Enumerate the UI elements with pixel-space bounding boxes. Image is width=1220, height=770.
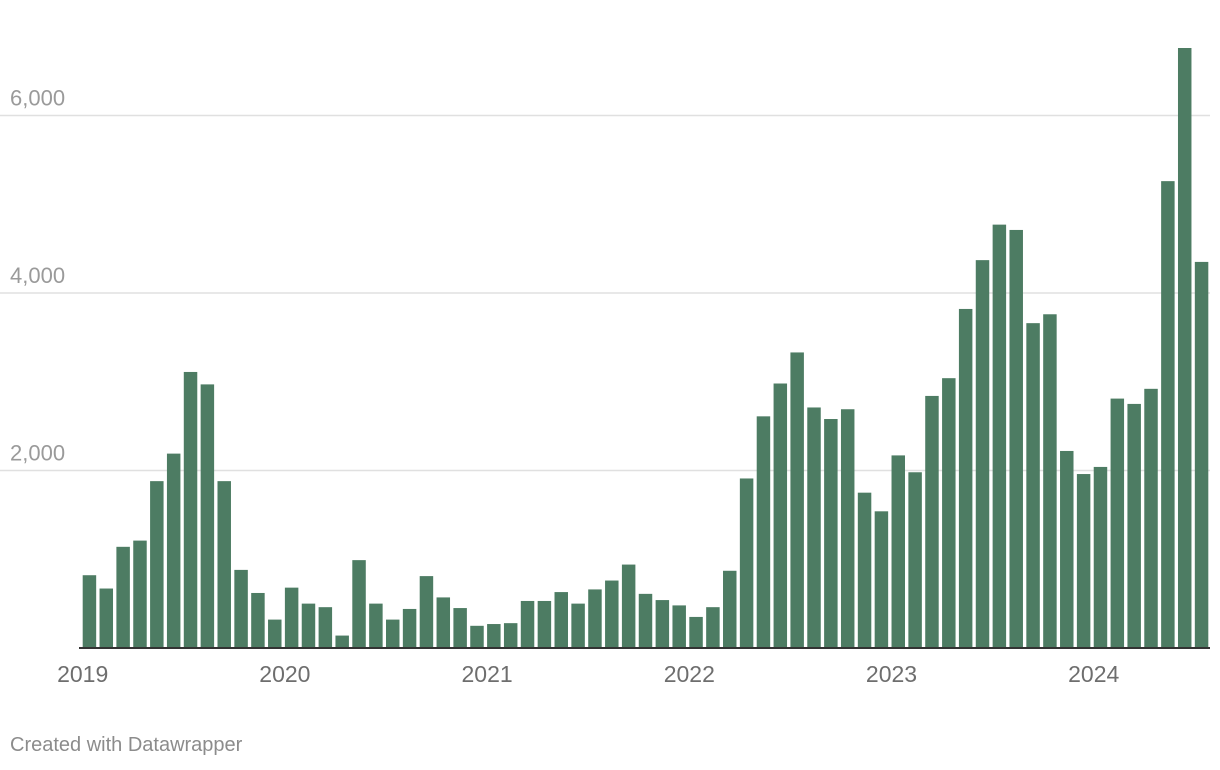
bar xyxy=(1076,474,1091,648)
bar xyxy=(807,407,821,648)
x-tick-label: 2023 xyxy=(866,661,917,687)
bar xyxy=(874,511,889,648)
bar xyxy=(790,352,804,648)
bar xyxy=(1127,403,1141,648)
bar xyxy=(453,608,467,648)
bar xyxy=(857,492,872,648)
bar xyxy=(958,308,973,648)
x-tick-label: 2019 xyxy=(57,661,108,687)
bar xyxy=(706,607,720,648)
bar xyxy=(672,605,686,648)
bar xyxy=(756,416,771,648)
bar xyxy=(116,546,130,648)
x-axis-ticks: 2019 2020 2021 2022 2023 2024 xyxy=(57,661,1119,687)
bar xyxy=(520,600,535,648)
bar xyxy=(908,472,922,648)
bar xyxy=(723,570,737,648)
bar xyxy=(621,564,636,648)
bar xyxy=(200,384,215,648)
bar xyxy=(638,593,653,648)
y-tick-label: 4,000 xyxy=(10,263,65,288)
bar xyxy=(1144,388,1158,648)
bar xyxy=(554,592,568,648)
x-tick-label: 2022 xyxy=(664,661,715,687)
bar xyxy=(1026,323,1040,648)
bar xyxy=(1177,48,1192,648)
y-axis-ticks: 2,000 4,000 6,000 xyxy=(10,85,65,465)
bar xyxy=(82,575,97,648)
bar xyxy=(419,576,434,648)
bar xyxy=(739,478,754,648)
bar xyxy=(166,453,181,648)
bar xyxy=(1060,450,1074,648)
bar xyxy=(942,378,956,648)
bar xyxy=(925,395,939,648)
bar xyxy=(537,600,552,648)
bar xyxy=(217,481,231,648)
bar-chart: 2,000 4,000 6,000 2019 2020 2021 2022 2023 2024 xyxy=(0,48,1210,687)
x-tick-label: 2021 xyxy=(462,661,513,687)
bar xyxy=(773,383,788,648)
bar xyxy=(402,608,417,648)
bars xyxy=(79,48,1210,649)
bar xyxy=(1093,466,1108,648)
bar xyxy=(824,419,838,648)
bar xyxy=(183,371,198,648)
bar xyxy=(605,580,619,648)
bar xyxy=(487,624,501,648)
bar xyxy=(318,607,333,648)
bar xyxy=(133,540,147,648)
bar xyxy=(503,623,518,648)
y-tick-label: 2,000 xyxy=(10,440,65,465)
bar xyxy=(251,592,265,648)
bar xyxy=(99,588,114,648)
bar xyxy=(1161,181,1175,648)
bar xyxy=(335,635,349,648)
bar xyxy=(1194,261,1209,648)
x-tick-label: 2024 xyxy=(1068,661,1119,687)
bar xyxy=(975,260,990,648)
bar xyxy=(1110,398,1125,648)
bar xyxy=(386,619,400,648)
bar xyxy=(840,409,855,648)
x-tick-label: 2020 xyxy=(259,661,310,687)
bar xyxy=(1009,229,1023,648)
bar xyxy=(588,589,602,648)
bar xyxy=(268,619,282,648)
bar xyxy=(470,625,484,648)
bar xyxy=(369,603,383,648)
bar xyxy=(891,455,905,648)
datawrapper-credit: Created with Datawrapper xyxy=(10,734,243,756)
bar xyxy=(1043,314,1057,648)
bar xyxy=(571,603,585,648)
bar xyxy=(352,560,366,648)
bar xyxy=(150,481,164,648)
bar xyxy=(234,569,248,648)
bar xyxy=(284,587,299,648)
bar xyxy=(689,616,703,648)
bar xyxy=(436,597,451,648)
bar xyxy=(301,603,316,648)
y-tick-label: 6,000 xyxy=(10,85,65,110)
bar xyxy=(655,600,670,648)
bar xyxy=(992,224,1007,648)
